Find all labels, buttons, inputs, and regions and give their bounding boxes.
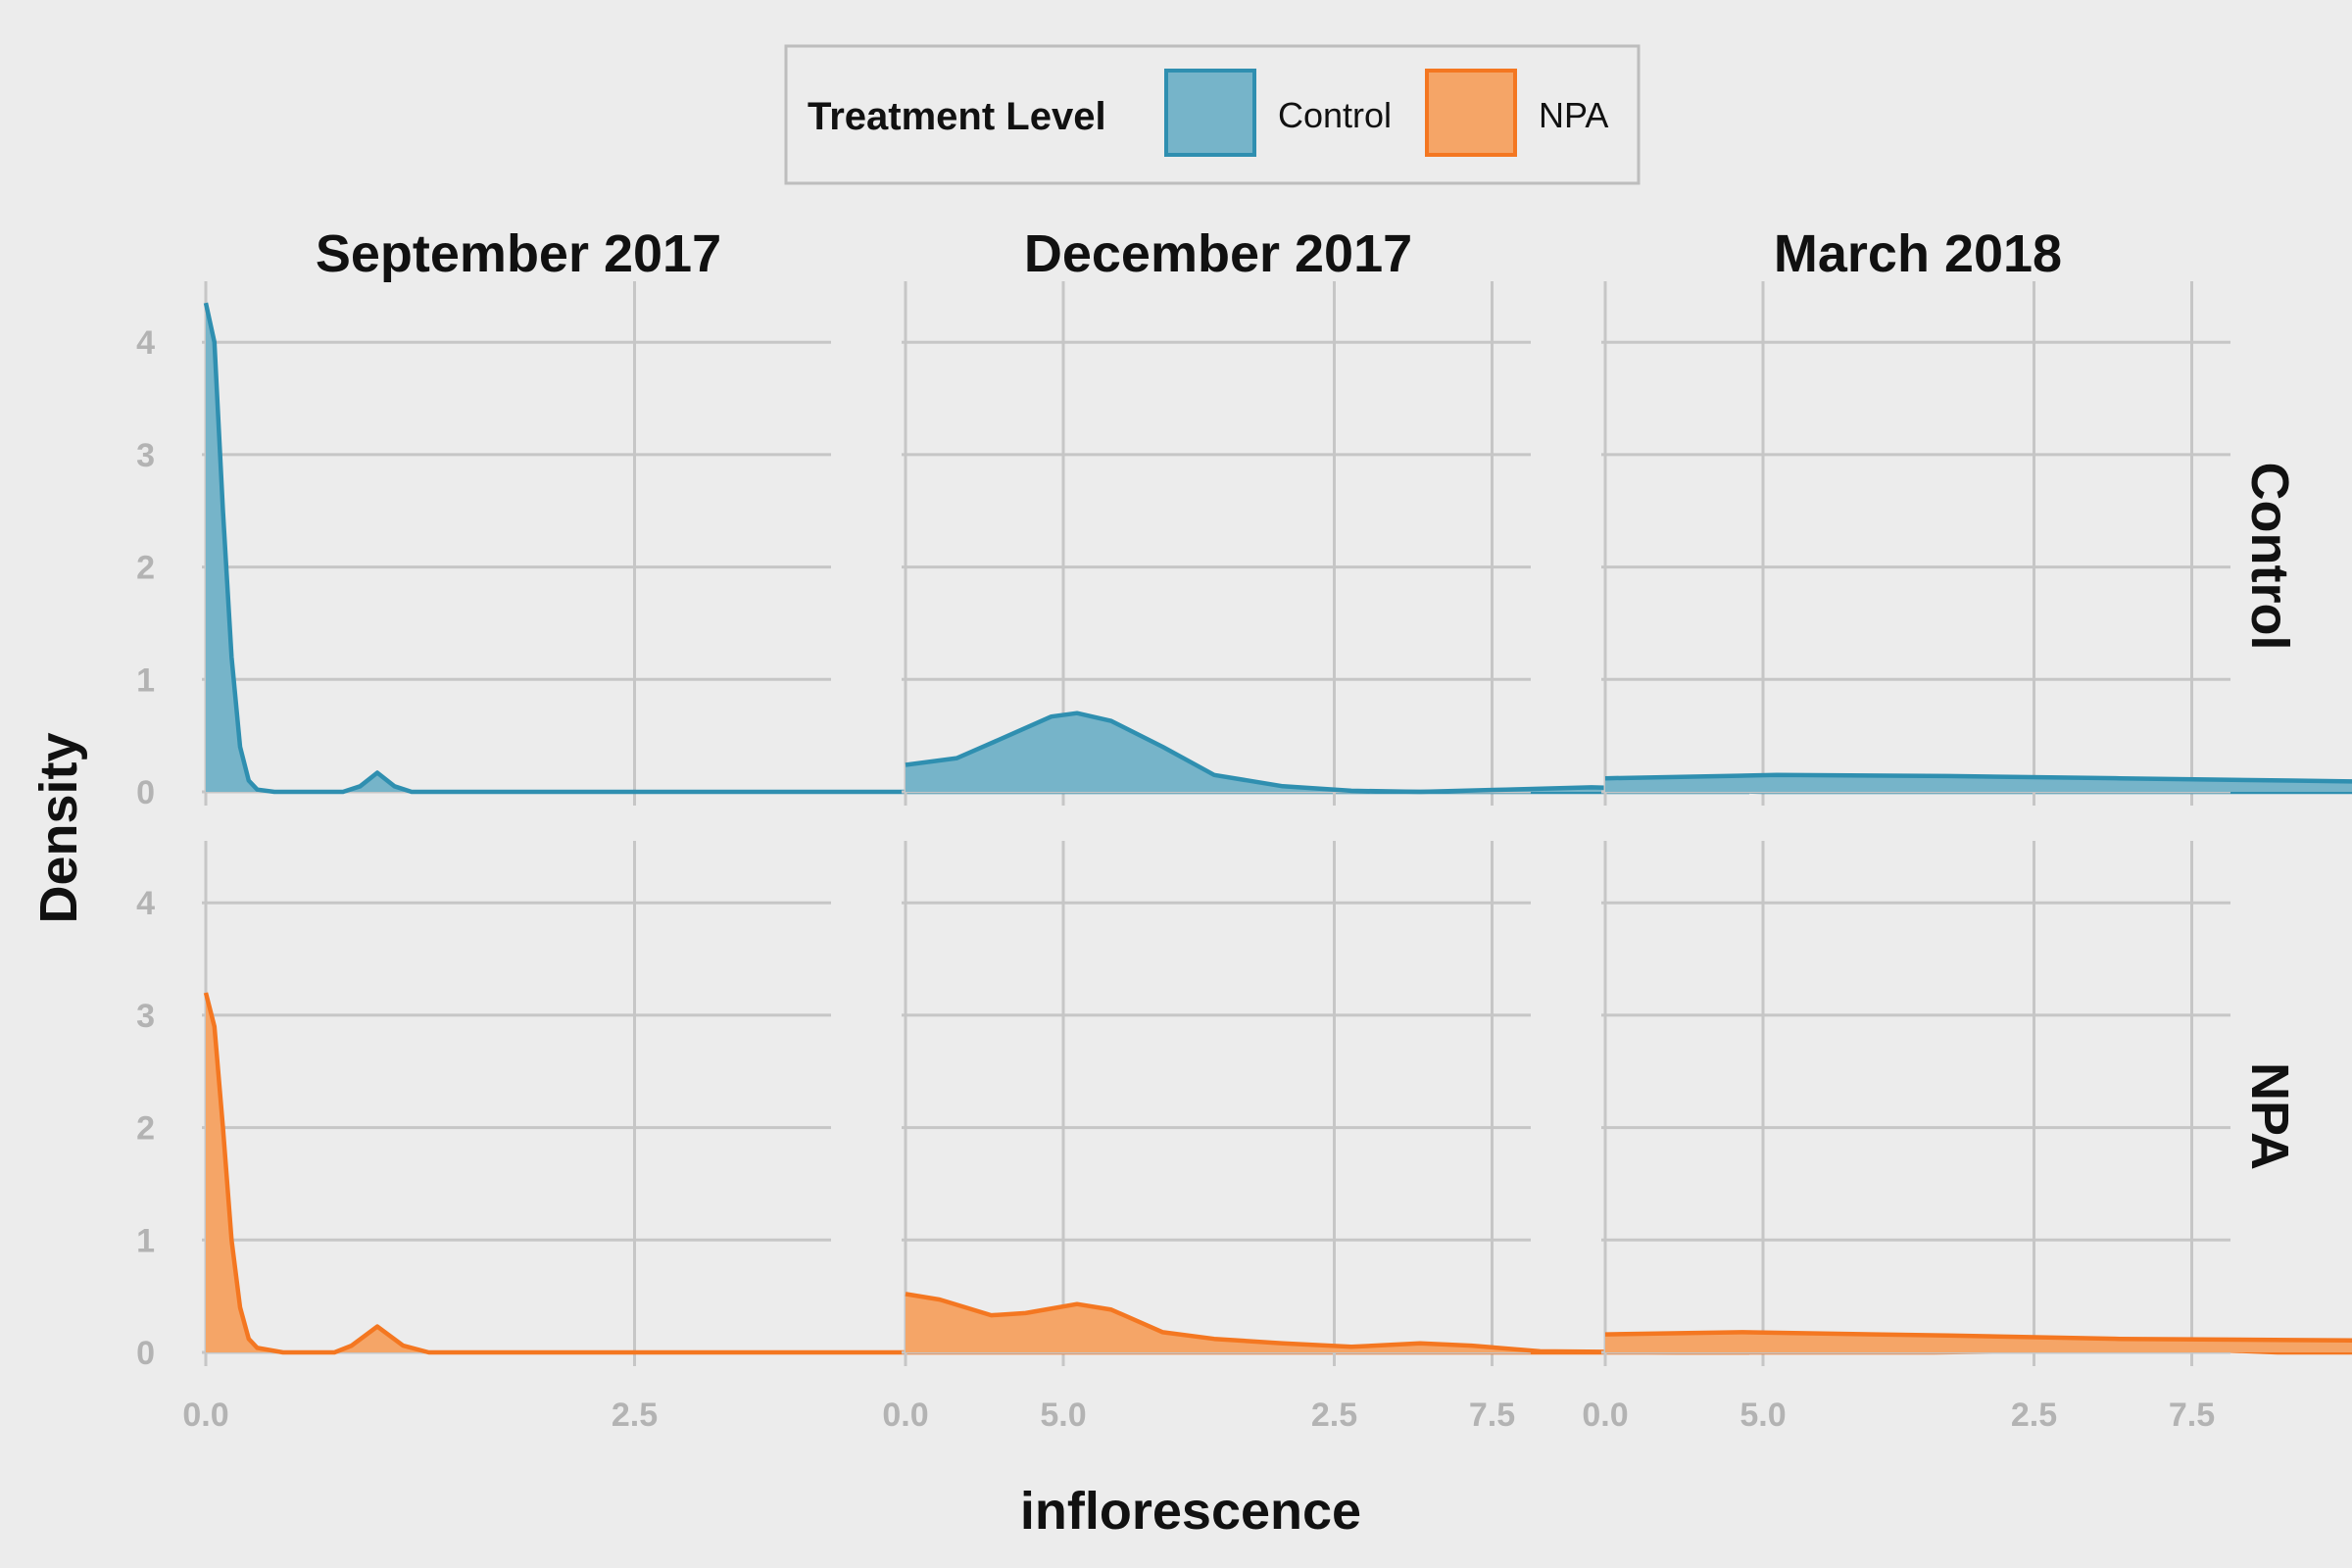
density-line-npa-september-2017: [203, 992, 1749, 1355]
x-tick-label: 7.5: [1469, 1396, 1515, 1434]
panels: 0 1 2 3 4 September 2017 December 2017 March 20…: [136, 224, 2352, 1434]
y-tick-label: 4: [136, 885, 155, 922]
strip-label-march-2018: March 2018: [1774, 224, 2062, 283]
density-area-npa-march-2018: [1605, 1332, 2352, 1352]
x-axis-title: inflorescence: [1020, 1482, 1361, 1541]
y-tick-label: 4: [136, 324, 155, 362]
x-tick-label: 2.5: [612, 1396, 658, 1434]
legend: Treatment Level Control NPA: [784, 44, 1641, 185]
y-tick-label: 0: [136, 1335, 155, 1372]
legend-title: Treatment Level: [808, 95, 1106, 138]
y-tick-label: 1: [136, 1222, 155, 1259]
density-area-npa-december-2017: [906, 1294, 2352, 1352]
x-tick-label: 2.5: [1311, 1396, 1357, 1434]
x-tick-label: 5.0: [1740, 1396, 1786, 1434]
y-tick-label: 0: [136, 774, 155, 811]
density-area-control-december-2017: [906, 712, 2352, 792]
legend-label-control: Control: [1278, 95, 1392, 135]
density-line-npa-march-2018: [1604, 1330, 2352, 1344]
y-tick-label: 2: [136, 1110, 155, 1148]
density-line-control-september-2017: [203, 302, 1749, 795]
y-tick-label: 1: [136, 662, 155, 699]
x-tick-label: 2.5: [2011, 1396, 2057, 1434]
strip-label-december-2017: December 2017: [1024, 224, 1412, 283]
strip-label-control: Control: [2240, 463, 2299, 651]
x-tick-label: 0.0: [1582, 1396, 1628, 1434]
y-tick-label: 2: [136, 550, 155, 587]
density-area-npa-september-2017: [206, 993, 1749, 1352]
density-area-control-september-2017: [206, 303, 1749, 792]
x-tick-label: 5.0: [1040, 1396, 1086, 1434]
x-tick-label: 7.5: [2169, 1396, 2215, 1434]
legend-key-npa: [1425, 69, 1517, 157]
legend-label-npa: NPA: [1539, 95, 1608, 135]
x-tick-label: 0.0: [882, 1396, 928, 1434]
density-line-control-march-2018: [1604, 772, 2352, 784]
y-tick-label: 3: [136, 437, 155, 474]
x-tick-label: 0.0: [182, 1396, 228, 1434]
y-axis-title: Density: [29, 732, 88, 923]
legend-key-control: [1164, 69, 1256, 157]
strip-label-september-2017: September 2017: [316, 224, 721, 283]
strip-label-npa: NPA: [2240, 1062, 2299, 1170]
y-tick-label: 3: [136, 998, 155, 1035]
